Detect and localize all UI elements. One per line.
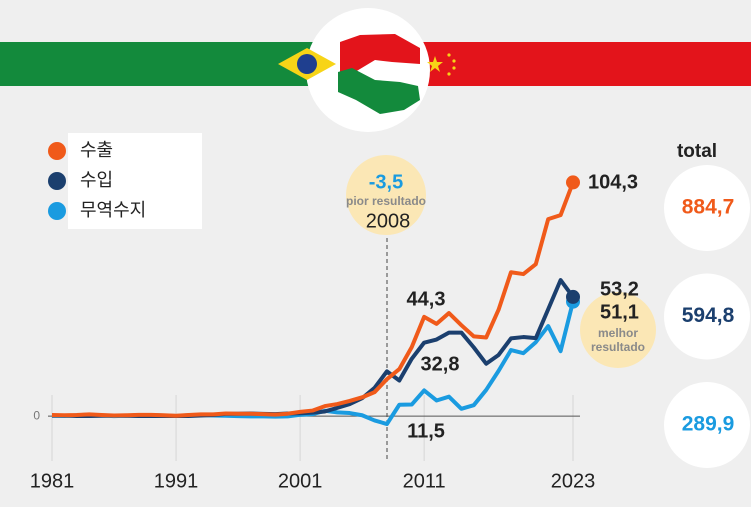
value-label: 53,2 [600, 278, 639, 300]
legend [68, 133, 202, 229]
x-tick-label: 1991 [154, 470, 199, 492]
green-hand [338, 68, 420, 114]
end-dot [566, 175, 580, 190]
best-bubble [580, 292, 656, 368]
total-circle [664, 273, 750, 360]
total-circle [664, 165, 750, 251]
total-value: 289,9 [682, 413, 735, 436]
value-label: 51,1 [600, 301, 639, 323]
total-value: 594,8 [682, 304, 735, 327]
china-star [447, 72, 451, 76]
legend-label: 수출 [80, 140, 113, 160]
y-tick-label: 0 [33, 408, 40, 422]
year-annotation: 2008 [366, 210, 411, 232]
legend-dot [48, 142, 66, 160]
total-circle [664, 382, 750, 468]
red-hand [340, 34, 420, 72]
totals: 884,7 594,8 289,9 [664, 165, 750, 468]
worst-note: pior resultado [346, 194, 427, 208]
legend-dot [48, 172, 66, 190]
value-label: 11,5 [407, 420, 445, 442]
series-line [52, 278, 575, 418]
totals-title: total [677, 141, 717, 162]
value-label: 44,3 [407, 288, 446, 310]
legend-dot [48, 202, 66, 220]
worst-bubble [346, 155, 426, 235]
legend-label: 수입 [80, 170, 113, 190]
x-tick-label: 2001 [278, 470, 323, 492]
value-label: -3,5 [369, 171, 403, 193]
x-tick-label: 2011 [403, 470, 446, 492]
plot: 1981 1991 2001 2011 2023 0 -3,5 11,5 51,1 32,8 53,… [30, 171, 639, 492]
china-star [427, 56, 443, 72]
china-star [452, 66, 456, 70]
legend-label: 무역수지 [80, 200, 146, 220]
brazil-globe [297, 54, 317, 74]
best-note: melhor resultado [590, 326, 645, 354]
total-value: 884,7 [682, 196, 735, 219]
china-star [452, 59, 456, 63]
end-dot [566, 289, 580, 304]
value-label: 32,8 [421, 353, 460, 375]
value-label: 104,3 [588, 171, 638, 193]
x-tick-label: 1981 [30, 470, 75, 492]
series-line [51, 181, 575, 418]
x-tick-label: 2023 [551, 470, 596, 492]
china-star [447, 53, 451, 57]
